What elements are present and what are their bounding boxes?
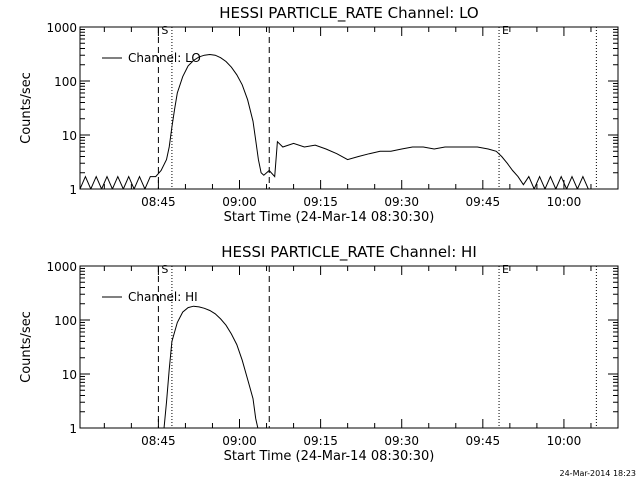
time-marker-label: S xyxy=(161,24,168,37)
legend-label: Channel: LO xyxy=(128,51,201,65)
plot-frame xyxy=(79,26,619,190)
series-line xyxy=(80,53,589,189)
x-tick-label: 09:30 xyxy=(384,195,419,209)
plot-frame xyxy=(79,265,619,429)
y-axis-label: Counts/sec xyxy=(19,72,34,144)
y-tick-label: 100 xyxy=(54,75,77,89)
y-tick-label: 10 xyxy=(62,368,77,382)
time-marker-label: E xyxy=(502,263,509,276)
chart-title: HESSI PARTICLE_RATE Channel: HI xyxy=(221,243,477,262)
y-tick-label: 1 xyxy=(69,422,77,436)
x-tick-label: 09:00 xyxy=(222,195,257,209)
x-tick-label: 10:00 xyxy=(547,195,582,209)
y-tick-label: 100 xyxy=(54,314,77,328)
y-tick-label: 10 xyxy=(62,129,77,143)
x-tick-label: 08:45 xyxy=(141,195,176,209)
x-tick-label: 09:45 xyxy=(466,434,501,448)
x-tick-label: 10:00 xyxy=(547,434,582,448)
y-tick-label: 1000 xyxy=(46,260,77,274)
x-tick-label: 09:15 xyxy=(303,195,338,209)
x-axis-label: Start Time (24-Mar-14 08:30:30) xyxy=(224,449,435,464)
time-marker-label: S xyxy=(161,263,168,276)
y-tick-label: 1 xyxy=(69,183,77,197)
x-tick-label: 09:30 xyxy=(384,434,419,448)
chart-title: HESSI PARTICLE_RATE Channel: LO xyxy=(219,4,478,23)
y-tick-label: 1000 xyxy=(46,21,77,35)
series-line xyxy=(163,305,259,428)
x-tick-label: 09:00 xyxy=(222,434,257,448)
chart-panel-lo: HESSI PARTICLE_RATE Channel: LO 08:45 09:0… xyxy=(19,4,619,225)
chart-panel-hi: HESSI PARTICLE_RATE Channel: HI 08:45 09:0… xyxy=(19,243,619,464)
time-marker-label: E xyxy=(502,24,509,37)
x-tick-label: 08:45 xyxy=(141,434,176,448)
legend-label: Channel: HI xyxy=(128,290,198,304)
x-axis-label: Start Time (24-Mar-14 08:30:30) xyxy=(224,210,435,225)
x-tick-label: 09:15 xyxy=(303,434,338,448)
x-tick-label: 09:45 xyxy=(466,195,501,209)
print-timestamp: 24-Mar-2014 18:23 xyxy=(560,469,637,478)
y-axis-label: Counts/sec xyxy=(19,311,34,383)
